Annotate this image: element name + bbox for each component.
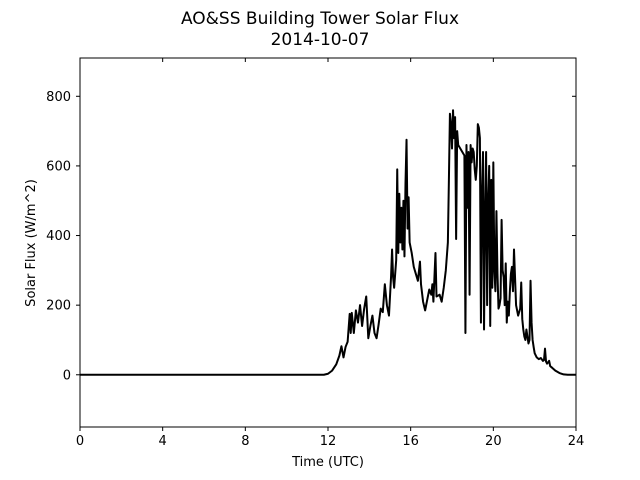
x-axis-ticks: 0 4 8 12 16 20 24 [76, 58, 584, 449]
y-axis-label: Solar Flux (W/m^2) [24, 179, 39, 307]
chart-subtitle: 2014-10-07 [271, 30, 370, 50]
x-tick-label: 8 [241, 434, 249, 449]
chart-title: AO&SS Building Tower Solar Flux [181, 9, 459, 29]
y-tick-label: 0 [63, 368, 71, 383]
x-tick-label: 24 [568, 434, 585, 449]
x-tick-label: 0 [76, 434, 84, 449]
y-tick-label: 400 [46, 229, 71, 244]
x-tick-label: 12 [320, 434, 337, 449]
series-line-0 [80, 109, 576, 376]
x-tick-label: 4 [159, 434, 167, 449]
x-tick-label: 20 [485, 434, 502, 449]
y-tick-label: 200 [46, 299, 71, 314]
series-layer [80, 109, 576, 376]
y-axis-ticks: 0 200 400 600 800 [46, 90, 576, 383]
y-tick-label: 600 [46, 159, 71, 174]
x-tick-label: 16 [402, 434, 419, 449]
x-axis-label: Time (UTC) [291, 455, 364, 470]
y-tick-label: 800 [46, 90, 71, 105]
